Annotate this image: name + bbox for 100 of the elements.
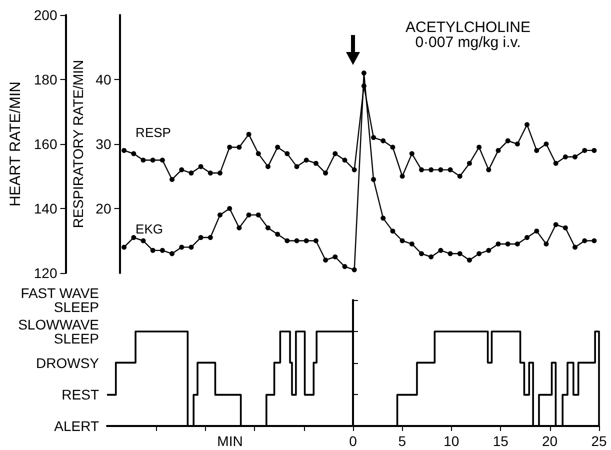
point	[534, 228, 540, 234]
y-tick-label: 120	[34, 265, 58, 281]
y-tick-label: 200	[34, 7, 58, 23]
point	[524, 122, 530, 128]
point	[496, 241, 501, 246]
x-tick-label: 25	[591, 433, 607, 449]
x-tick-label: 10	[444, 433, 460, 449]
point	[131, 151, 136, 156]
point	[466, 160, 472, 166]
point	[582, 238, 588, 244]
point	[227, 206, 232, 211]
point	[131, 235, 136, 240]
point	[342, 158, 348, 163]
point	[582, 148, 588, 153]
point	[284, 238, 290, 244]
point	[304, 238, 309, 244]
point	[160, 158, 165, 163]
point	[476, 251, 482, 256]
point	[179, 167, 184, 172]
point	[208, 235, 213, 240]
point	[390, 228, 396, 234]
point	[409, 241, 414, 246]
point	[400, 174, 405, 179]
point	[592, 148, 597, 153]
y-tick-label: 140	[34, 200, 58, 216]
point	[332, 151, 338, 156]
point	[562, 154, 568, 160]
point	[246, 132, 252, 137]
point	[323, 170, 328, 176]
point	[457, 251, 462, 256]
point	[160, 248, 165, 253]
y2-axis-title: RESPIRATORY RATE/MIN	[70, 60, 86, 228]
point	[188, 170, 194, 176]
point	[553, 222, 558, 228]
point	[227, 144, 232, 150]
series-label: RESP	[136, 124, 171, 140]
point	[438, 167, 444, 172]
point	[505, 241, 510, 246]
point	[140, 158, 146, 163]
point	[352, 267, 357, 272]
y2-tick-label: 30	[96, 136, 112, 152]
point	[170, 251, 175, 256]
point	[428, 167, 434, 172]
point	[265, 225, 270, 230]
point	[524, 235, 530, 240]
point	[371, 176, 376, 182]
point	[332, 254, 338, 260]
point	[400, 238, 405, 244]
point	[342, 264, 348, 270]
y2-tick-label: 40	[96, 72, 112, 88]
point	[544, 142, 549, 146]
point	[188, 244, 194, 250]
point	[256, 212, 261, 218]
point	[140, 238, 146, 244]
point	[150, 158, 156, 163]
point	[380, 138, 386, 144]
point	[208, 170, 213, 176]
point	[294, 164, 300, 170]
x-tick-label: 15	[492, 433, 509, 449]
point	[313, 238, 318, 244]
point	[553, 160, 558, 166]
point	[572, 244, 578, 250]
point	[198, 164, 204, 170]
point	[534, 148, 540, 153]
point	[438, 248, 444, 253]
point	[428, 254, 434, 260]
point	[304, 158, 309, 163]
point	[256, 151, 261, 156]
point	[361, 83, 366, 88]
text: ALERT	[54, 418, 100, 434]
point	[122, 148, 127, 153]
point	[592, 238, 597, 244]
text: FAST WAVE SLEEP	[20, 285, 99, 315]
point	[352, 167, 357, 172]
text: REST	[62, 386, 100, 402]
point	[390, 144, 396, 150]
point	[486, 248, 492, 253]
x-tick-label: 5	[398, 433, 406, 449]
series-label: EKG	[136, 222, 164, 237]
point	[544, 241, 549, 246]
point	[150, 248, 156, 253]
point	[236, 225, 242, 230]
point	[496, 148, 501, 153]
point	[323, 258, 328, 263]
x-tick-label: 0	[349, 433, 358, 449]
point	[380, 216, 386, 221]
point	[294, 238, 300, 244]
y2-tick-label: 20	[96, 200, 112, 216]
text: DROWSY	[36, 355, 100, 371]
point	[514, 142, 520, 146]
point	[486, 167, 492, 172]
x-axis-title: MIN	[217, 433, 243, 449]
point	[419, 167, 424, 172]
point	[448, 167, 453, 172]
point	[505, 138, 510, 144]
point	[275, 232, 280, 237]
point	[198, 235, 204, 240]
y-axis-title: HEART RATE/MIN	[7, 81, 24, 207]
point	[371, 135, 376, 140]
point	[236, 144, 242, 150]
